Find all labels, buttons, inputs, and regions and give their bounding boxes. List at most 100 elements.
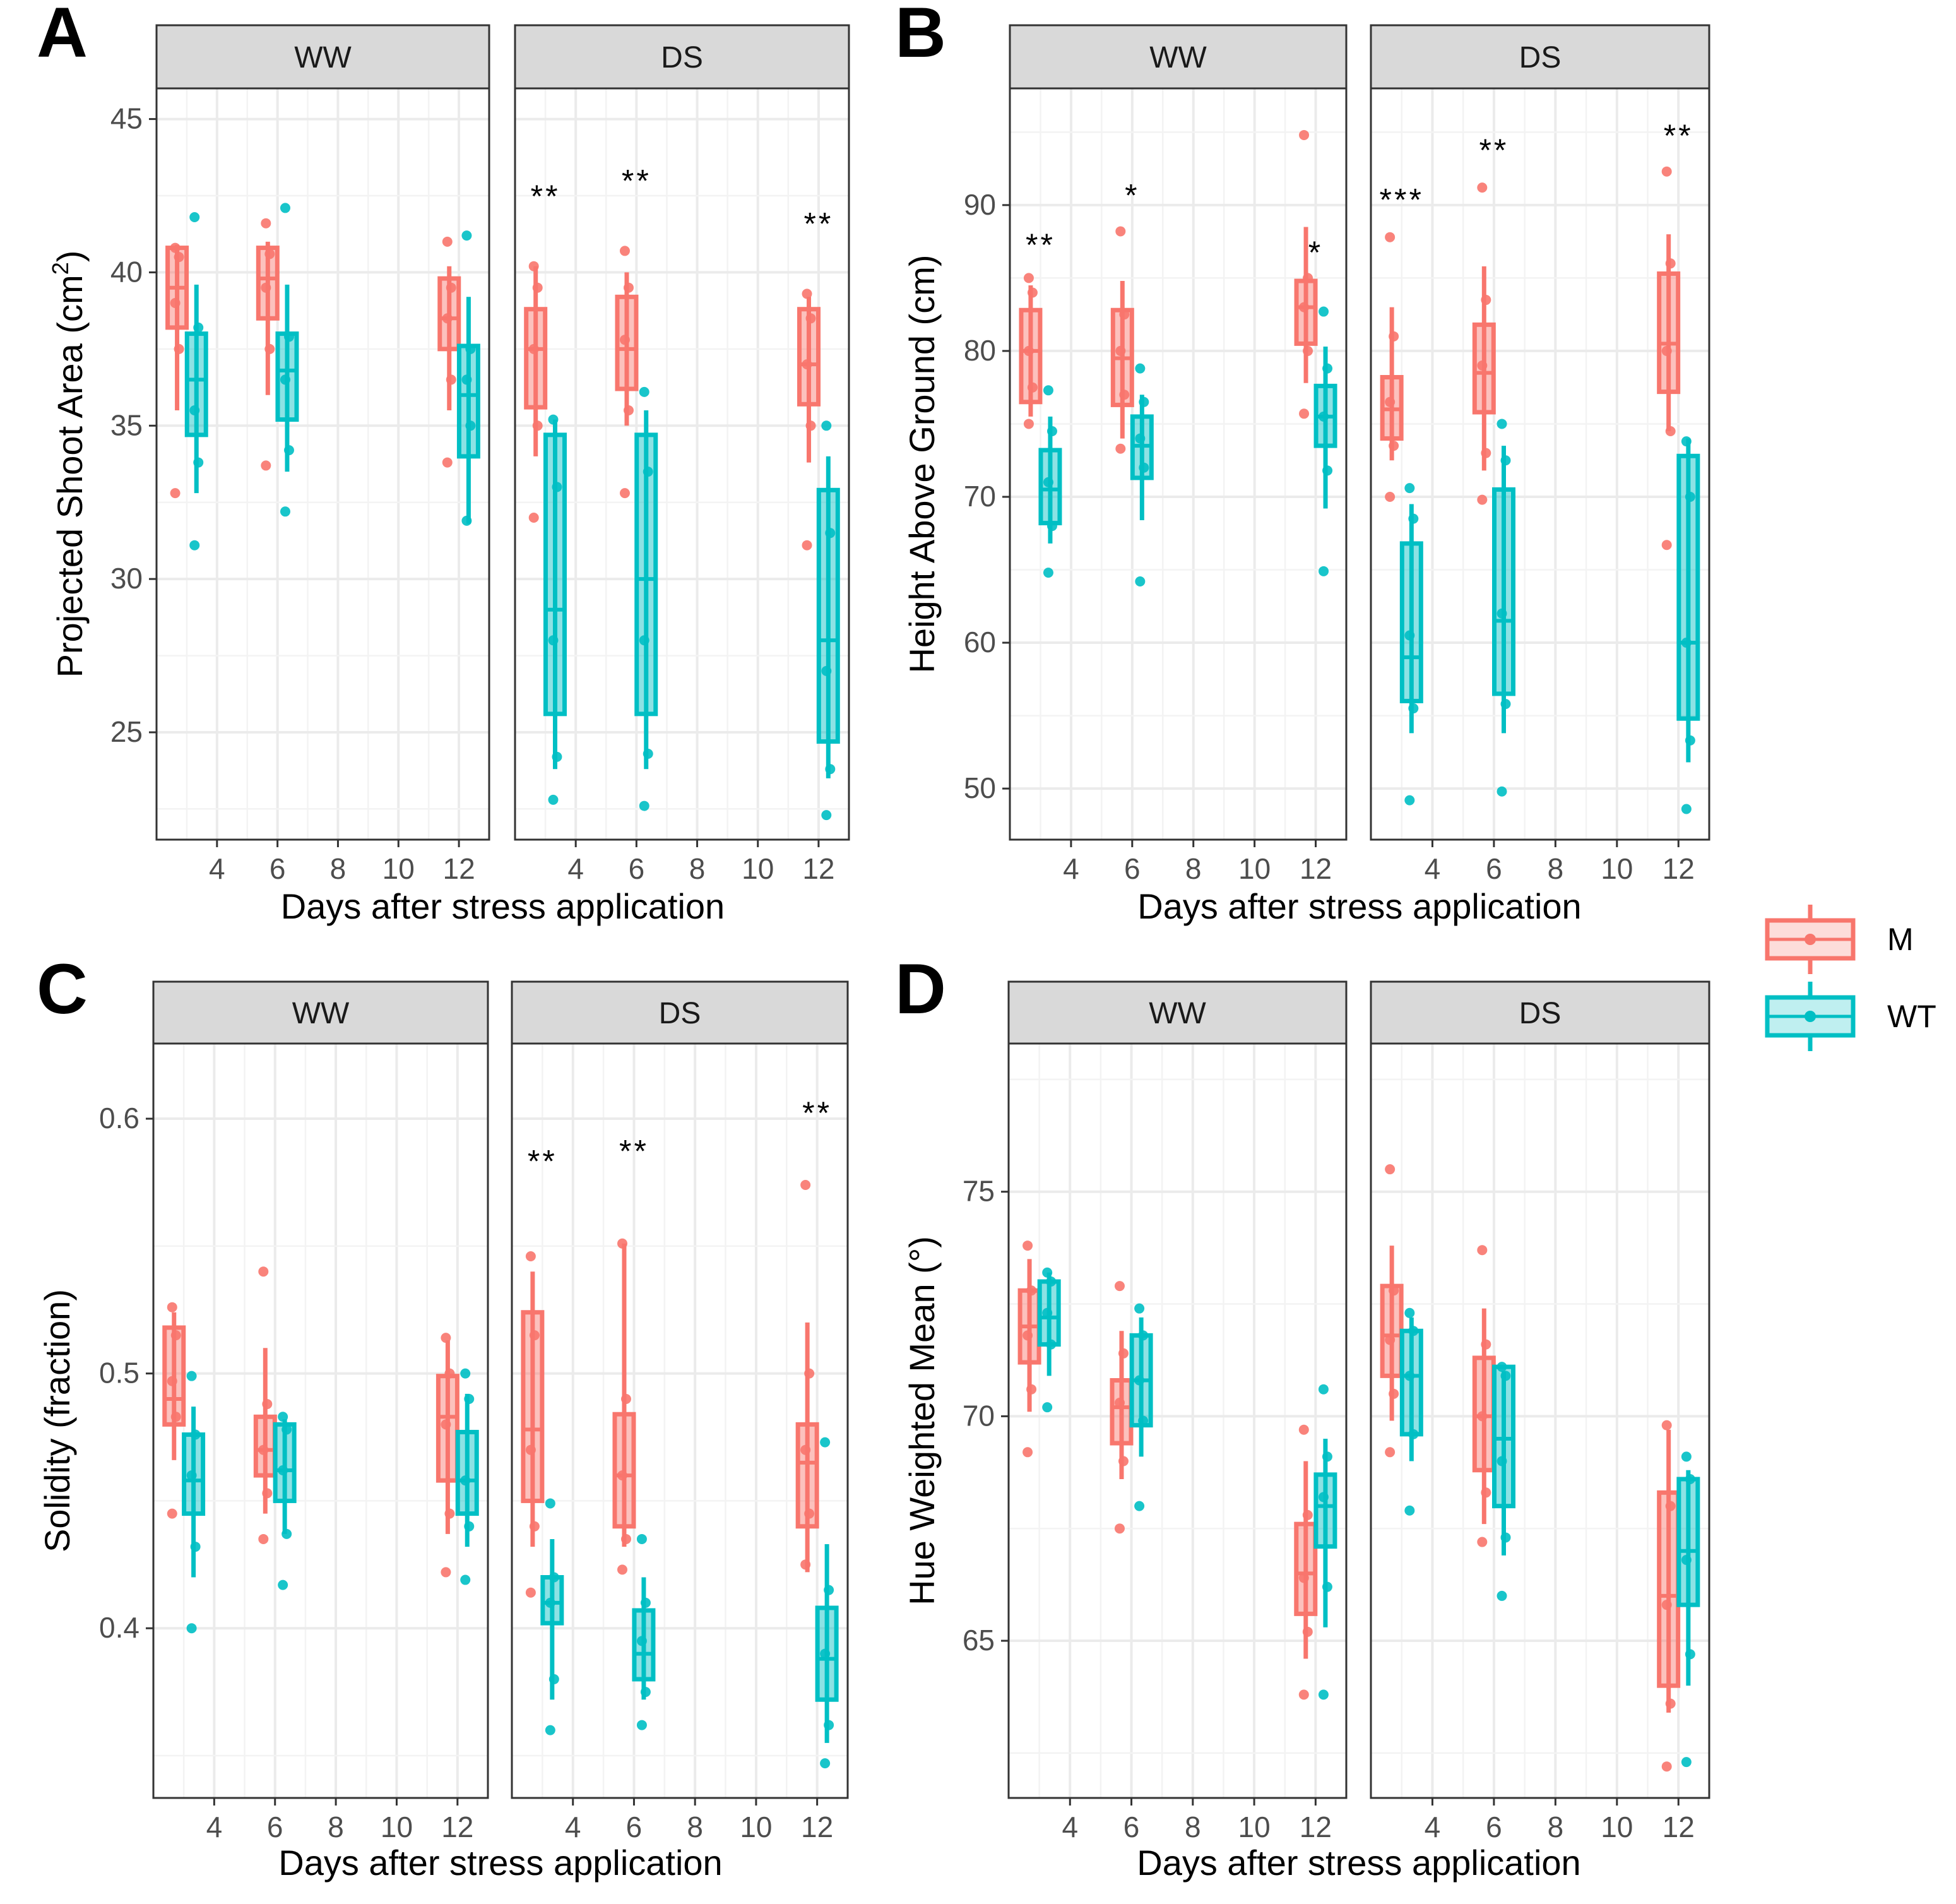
facet-frame <box>1007 1042 1348 1799</box>
x-tick-label: 12 <box>1300 852 1332 885</box>
data-point <box>525 1587 536 1598</box>
data-point <box>1481 295 1491 306</box>
data-point <box>1661 1761 1672 1772</box>
data-point <box>552 482 562 492</box>
data-point <box>1661 540 1672 550</box>
data-point <box>258 1533 269 1544</box>
data-point <box>1318 1384 1329 1395</box>
data-point <box>636 1636 647 1646</box>
data-point <box>1477 494 1488 505</box>
data-point <box>461 515 472 526</box>
y-tick-label: 0.6 <box>99 1102 139 1134</box>
x-tick-label: 4 <box>206 1811 223 1843</box>
data-point <box>1481 1339 1491 1350</box>
x-axis-label: Days after stress application <box>1137 1843 1580 1883</box>
boxplot-wt-day-6 <box>1129 1303 1153 1511</box>
data-point <box>528 261 539 271</box>
facet-frame <box>1370 1042 1710 1799</box>
data-point <box>1114 1281 1125 1292</box>
data-point <box>619 246 630 256</box>
data-point <box>1481 1487 1491 1498</box>
data-point <box>1681 1757 1692 1768</box>
box <box>162 1325 186 1427</box>
data-point <box>1389 331 1399 342</box>
significance-label: ** <box>1479 133 1508 168</box>
y-axis-label: Solidity (fraction) <box>37 1289 77 1552</box>
data-point <box>1408 703 1419 714</box>
boxplot-wt-day-6 <box>275 203 299 517</box>
data-point <box>548 794 559 805</box>
boxplot-wt-day-6 <box>1492 1362 1516 1601</box>
data-point <box>282 1424 292 1435</box>
data-point <box>1046 1276 1057 1287</box>
x-tick-label: 12 <box>441 1811 473 1843</box>
data-point <box>170 1330 181 1341</box>
box <box>1313 1472 1337 1549</box>
data-point <box>1115 443 1126 454</box>
data-point <box>283 331 294 342</box>
data-point <box>441 1567 451 1578</box>
panel-a: A 25 30 35 40 45 Projected Shoot Area (cm2) Day… <box>37 0 850 926</box>
data-point <box>1681 804 1692 814</box>
data-point <box>1118 1456 1129 1467</box>
panel-tag-b: B <box>895 0 946 72</box>
data-point <box>1385 396 1396 407</box>
legend: M WT <box>1765 905 1936 1051</box>
data-point <box>1685 1473 1695 1484</box>
significance-label: * <box>1308 235 1323 270</box>
data-point <box>1138 1415 1149 1426</box>
y-tick-label: 50 <box>964 771 996 804</box>
data-point <box>1322 1581 1332 1592</box>
boxplot-wt-day-12 <box>455 1368 479 1585</box>
data-point <box>1477 1245 1488 1256</box>
data-point <box>1404 483 1415 494</box>
significance-label: * <box>1125 178 1139 213</box>
data-point <box>278 1412 288 1422</box>
data-point <box>170 298 181 308</box>
boxplot-wt-day-6 <box>634 386 658 811</box>
data-point <box>820 1437 831 1448</box>
box <box>1294 278 1318 346</box>
boxplot-m-day-3 <box>524 261 548 523</box>
data-point <box>1023 345 1034 356</box>
data-point <box>1043 568 1053 578</box>
facet-strip <box>155 24 490 90</box>
data-point <box>1319 306 1329 317</box>
data-point <box>1318 1689 1329 1700</box>
data-point <box>639 635 649 646</box>
significance-label: ** <box>1026 227 1055 263</box>
data-point <box>264 343 275 354</box>
data-point <box>617 1564 627 1575</box>
data-point <box>548 1674 559 1684</box>
y-tick-label: 0.5 <box>99 1357 139 1389</box>
data-point <box>170 242 181 253</box>
data-point <box>465 420 476 431</box>
data-point <box>636 1533 647 1544</box>
data-point <box>525 1251 536 1261</box>
data-point <box>444 1368 455 1379</box>
data-point <box>186 1470 197 1481</box>
data-point <box>441 1333 451 1343</box>
y-axis-label-superscript: 2 <box>47 262 73 275</box>
data-point <box>800 1179 811 1190</box>
data-point <box>548 1572 559 1583</box>
box <box>524 307 548 410</box>
data-point <box>1497 419 1507 429</box>
significance-label: ** <box>528 1144 557 1179</box>
x-tick-label: 10 <box>1238 1811 1271 1843</box>
data-point <box>1385 232 1396 242</box>
data-point <box>1042 1402 1053 1413</box>
panel-tag-c: C <box>37 949 88 1028</box>
x-tick-label: 8 <box>1548 852 1564 885</box>
x-tick-label: 8 <box>687 1811 703 1843</box>
x-tick-label: 4 <box>567 852 584 885</box>
x-tick-label: 10 <box>382 852 415 885</box>
data-point <box>1302 1509 1313 1520</box>
data-point <box>1661 1600 1672 1610</box>
x-tick-label: 8 <box>1185 852 1202 885</box>
data-point <box>804 1508 815 1519</box>
data-point <box>464 1521 475 1532</box>
data-point <box>1477 1411 1488 1422</box>
x-tick-label: 6 <box>1486 1811 1502 1843</box>
y-tick-label: 90 <box>964 188 996 221</box>
